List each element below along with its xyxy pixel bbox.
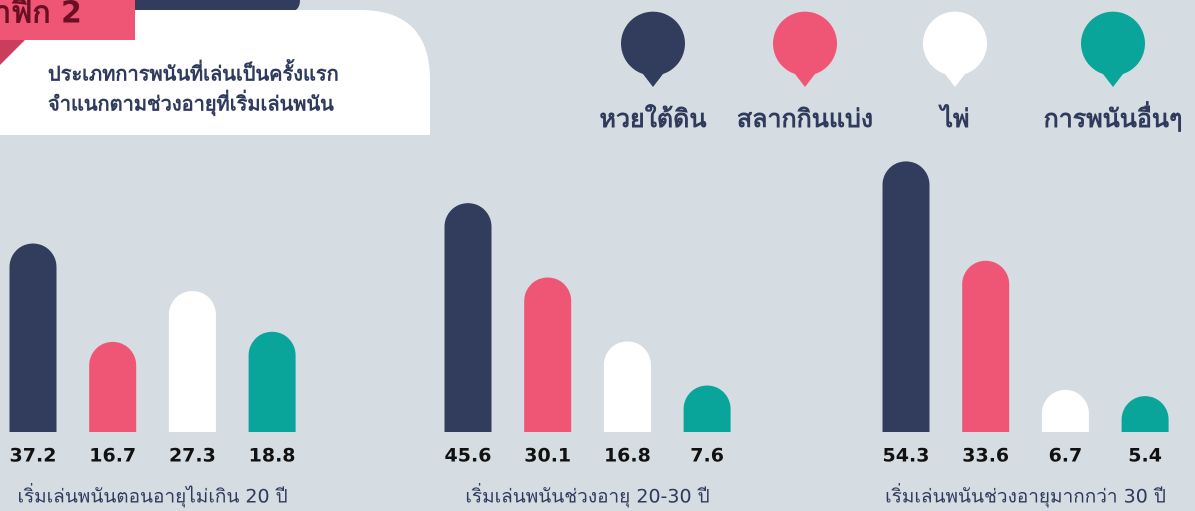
- bar: [882, 161, 930, 432]
- legend-label: หวยใต้ดิน: [600, 103, 707, 133]
- chart-title: กราฟิก 2: [0, 0, 82, 31]
- bar: [444, 203, 492, 432]
- category-label: เริ่มเล่นพนันช่วงอายุ 20-30 ปี: [465, 483, 709, 509]
- value-label: 30.1: [524, 445, 571, 467]
- value-label: 45.6: [445, 445, 492, 467]
- bar: [9, 243, 57, 432]
- title-tab: [0, 0, 135, 40]
- legend-label: การพนันอื่นๆ: [1044, 101, 1183, 133]
- legend-label: สลากกินแบ่ง: [737, 104, 873, 133]
- legend-marker: [1081, 11, 1145, 88]
- legend-label: ไพ่: [937, 103, 969, 133]
- bar: [524, 277, 572, 432]
- subtitle-box: [0, 10, 430, 135]
- subtitle: ประเภทการพนันที่เล่นเป็นครั้งแรก: [48, 59, 339, 86]
- bar: [1121, 396, 1169, 432]
- bar: [1041, 389, 1089, 432]
- value-label: 27.3: [169, 445, 216, 467]
- value-label: 16.7: [89, 445, 136, 467]
- value-label: 7.6: [690, 445, 724, 467]
- bar: [683, 385, 731, 432]
- bar: [603, 341, 651, 432]
- legend-marker: [923, 11, 987, 88]
- value-label: 6.7: [1049, 445, 1083, 467]
- value-label: 54.3: [883, 445, 930, 467]
- legend-marker: [773, 11, 837, 88]
- value-label: 16.8: [604, 445, 651, 467]
- bar: [962, 260, 1010, 432]
- value-label: 33.6: [962, 445, 1009, 467]
- category-label: เริ่มเล่นพนันช่วงอายุมากกว่า 30 ปี: [885, 483, 1166, 509]
- category-label: เริ่มเล่นพนันตอนอายุไม่เกิน 20 ปี: [17, 483, 287, 509]
- bar: [89, 341, 137, 432]
- subtitle: จำแนกตามช่วงอายุที่เริ่มเล่นพนัน: [48, 89, 334, 117]
- value-label: 18.8: [249, 445, 296, 467]
- tab-fold: [0, 40, 25, 65]
- bar: [248, 331, 296, 432]
- legend-marker: [621, 11, 685, 88]
- value-label: 5.4: [1128, 445, 1162, 467]
- value-label: 37.2: [10, 445, 57, 467]
- bar: [168, 290, 216, 432]
